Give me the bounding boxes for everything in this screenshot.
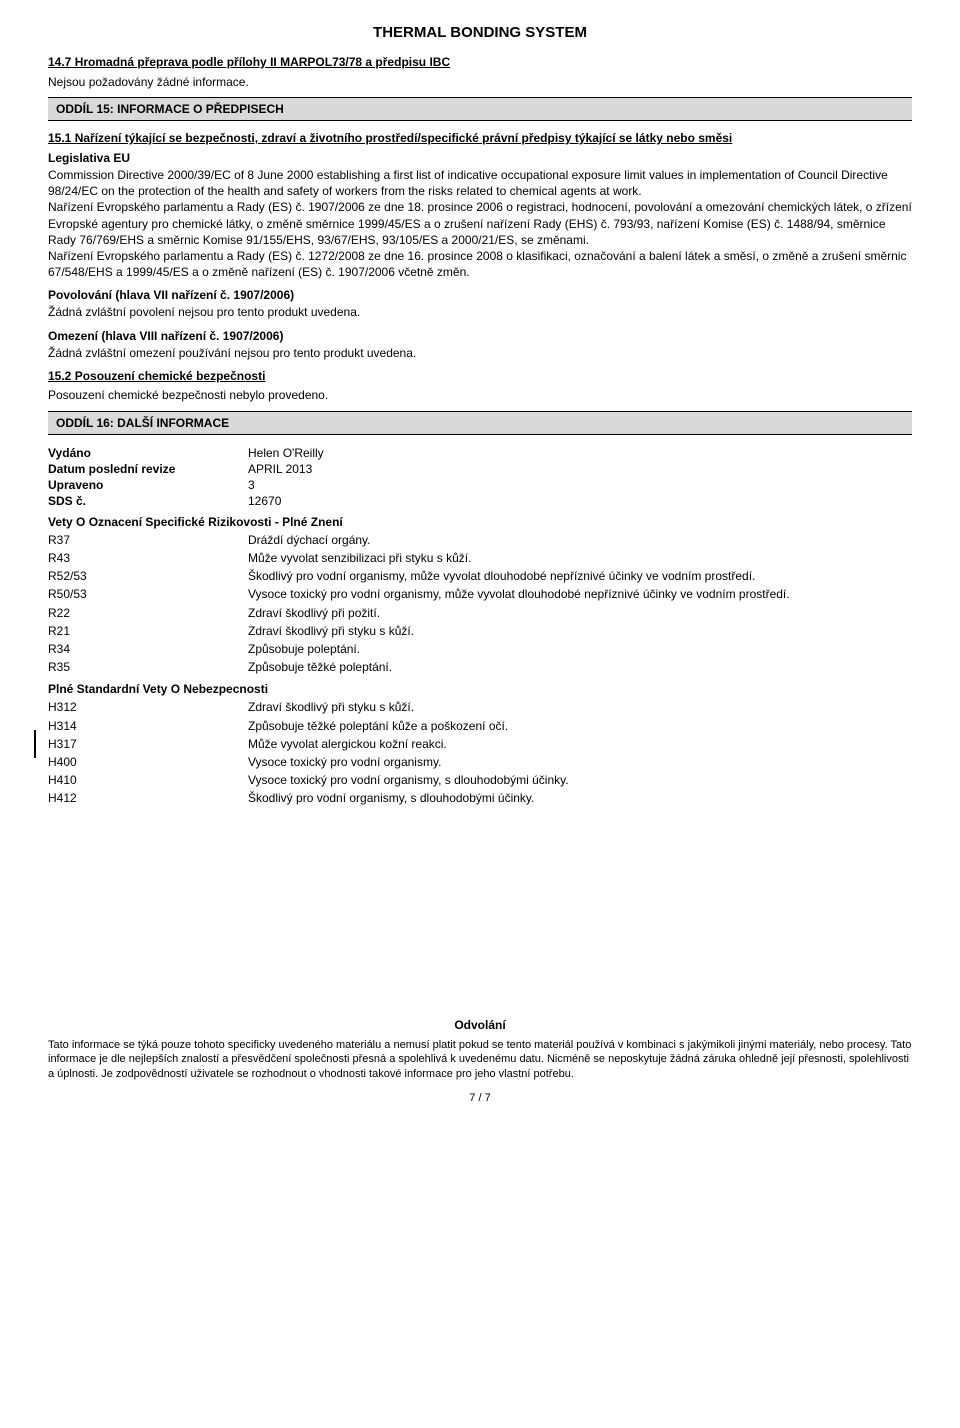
doc-title: THERMAL BONDING SYSTEM — [48, 24, 912, 41]
h-phrase-code: H314 — [48, 717, 248, 735]
r-phrase-row: R37Dráždí dýchací orgány. — [48, 531, 912, 549]
r-phrase-row: R34Způsobuje poleptání. — [48, 640, 912, 658]
r-phrase-code: R50/53 — [48, 585, 248, 603]
r-phrase-code: R37 — [48, 531, 248, 549]
h-phrases-table: H312Zdraví škodlivý při styku s kůží.H31… — [48, 698, 912, 807]
row-vydano: Vydáno Helen O'Reilly — [48, 445, 324, 461]
r-phrase-code: R22 — [48, 604, 248, 622]
value-upraveno: 3 — [248, 477, 324, 493]
revision-bar — [34, 730, 36, 758]
section-14-7-head: 14.7 Hromadná přeprava podle přílohy II … — [48, 55, 912, 69]
info-table: Vydáno Helen O'Reilly Datum poslední rev… — [48, 445, 324, 509]
omezeni-body: Žádná zvláštní omezení používání nejsou … — [48, 345, 912, 361]
h-phrase-text: Škodlivý pro vodní organismy, s dlouhodo… — [248, 789, 912, 807]
disclaimer-body: Tato informace se týká pouze tohoto spec… — [48, 1038, 912, 1083]
row-upraveno: Upraveno 3 — [48, 477, 324, 493]
r-phrase-code: R52/53 — [48, 567, 248, 585]
h-phrase-row: H314Způsobuje těžké poleptání kůže a poš… — [48, 717, 912, 735]
r-phrase-text: Může vyvolat senzibilizaci při styku s k… — [248, 549, 912, 567]
r-phrase-row: R35Způsobuje těžké poleptání. — [48, 658, 912, 676]
section-16-bar: ODDÍL 16: DALŠÍ INFORMACE — [48, 411, 912, 435]
r-phrase-text: Způsobuje těžké poleptání. — [248, 658, 912, 676]
povolovani-head: Povolování (hlava VII nařízení č. 1907/2… — [48, 288, 912, 302]
r-phrase-code: R43 — [48, 549, 248, 567]
section-15-bar: ODDÍL 15: INFORMACE O PŘEDPISECH — [48, 97, 912, 121]
povolovani-body: Žádná zvláštní povolení nejsou pro tento… — [48, 304, 912, 320]
h-phrase-row: H317Může vyvolat alergickou kožní reakci… — [48, 735, 912, 753]
legislativa-label: Legislativa EU — [48, 151, 912, 165]
h-phrase-text: Vysoce toxický pro vodní organismy, s dl… — [248, 771, 912, 789]
r-phrase-text: Způsobuje poleptání. — [248, 640, 912, 658]
label-vydano: Vydáno — [48, 445, 248, 461]
r-phrases-table: R37Dráždí dýchací orgány.R43Může vyvolat… — [48, 531, 912, 677]
value-vydano: Helen O'Reilly — [248, 445, 324, 461]
disclaimer-head: Odvolání — [48, 1018, 912, 1032]
r-phrase-text: Zdraví škodlivý při styku s kůží. — [248, 622, 912, 640]
r-phrase-code: R35 — [48, 658, 248, 676]
section-15-2-body: Posouzení chemické bezpečnosti nebylo pr… — [48, 387, 912, 403]
r-phrase-text: Dráždí dýchací orgány. — [248, 531, 912, 549]
h-phrase-text: Vysoce toxický pro vodní organismy. — [248, 753, 912, 771]
r-phrase-text: Škodlivý pro vodní organismy, může vyvol… — [248, 567, 912, 585]
label-upraveno: Upraveno — [48, 477, 248, 493]
h-phrase-row: H312Zdraví škodlivý při styku s kůží. — [48, 698, 912, 716]
r-phrase-text: Vysoce toxický pro vodní organismy, může… — [248, 585, 912, 603]
section-14-7-body: Nejsou požadovány žádné informace. — [48, 75, 912, 89]
label-sds: SDS č. — [48, 493, 248, 509]
row-datum: Datum poslední revize APRIL 2013 — [48, 461, 324, 477]
r-phrase-row: R21Zdraví škodlivý při styku s kůží. — [48, 622, 912, 640]
h-phrase-text: Může vyvolat alergickou kožní reakci. — [248, 735, 912, 753]
h-phrase-code: H410 — [48, 771, 248, 789]
h-phrase-code: H412 — [48, 789, 248, 807]
r-phrases-head: Vety O Oznacení Specifické Rizikovosti -… — [48, 515, 912, 529]
h-phrase-text: Způsobuje těžké poleptání kůže a poškoze… — [248, 717, 912, 735]
h-phrase-row: H400Vysoce toxický pro vodní organismy. — [48, 753, 912, 771]
h-phrase-code: H317 — [48, 735, 248, 753]
h-phrase-row: H412Škodlivý pro vodní organismy, s dlou… — [48, 789, 912, 807]
r-phrase-code: R21 — [48, 622, 248, 640]
r-phrase-row: R52/53Škodlivý pro vodní organismy, může… — [48, 567, 912, 585]
section-15-1-head: 15.1 Nařízení týkající se bezpečnosti, z… — [48, 131, 912, 145]
h-phrases-head: Plné Standardní Vety O Nebezpecnosti — [48, 682, 912, 696]
row-sds: SDS č. 12670 — [48, 493, 324, 509]
page-number: 7 / 7 — [48, 1092, 912, 1104]
h-phrase-text: Zdraví škodlivý při styku s kůží. — [248, 698, 912, 716]
r-phrase-code: R34 — [48, 640, 248, 658]
r-phrase-row: R43Může vyvolat senzibilizaci při styku … — [48, 549, 912, 567]
h-phrase-code: H400 — [48, 753, 248, 771]
r-phrase-row: R22Zdraví škodlivý při požití. — [48, 604, 912, 622]
h-phrase-row: H410Vysoce toxický pro vodní organismy, … — [48, 771, 912, 789]
h-phrase-code: H312 — [48, 698, 248, 716]
label-datum: Datum poslední revize — [48, 461, 248, 477]
r-phrase-text: Zdraví škodlivý při požití. — [248, 604, 912, 622]
page: THERMAL BONDING SYSTEM 14.7 Hromadná pře… — [0, 0, 960, 1428]
value-datum: APRIL 2013 — [248, 461, 324, 477]
omezeni-head: Omezení (hlava VIII nařízení č. 1907/200… — [48, 329, 912, 343]
section-15-2-head: 15.2 Posouzení chemické bezpečnosti — [48, 369, 912, 383]
legislativa-body: Commission Directive 2000/39/EC of 8 Jun… — [48, 167, 912, 280]
r-phrase-row: R50/53Vysoce toxický pro vodní organismy… — [48, 585, 912, 603]
value-sds: 12670 — [248, 493, 324, 509]
